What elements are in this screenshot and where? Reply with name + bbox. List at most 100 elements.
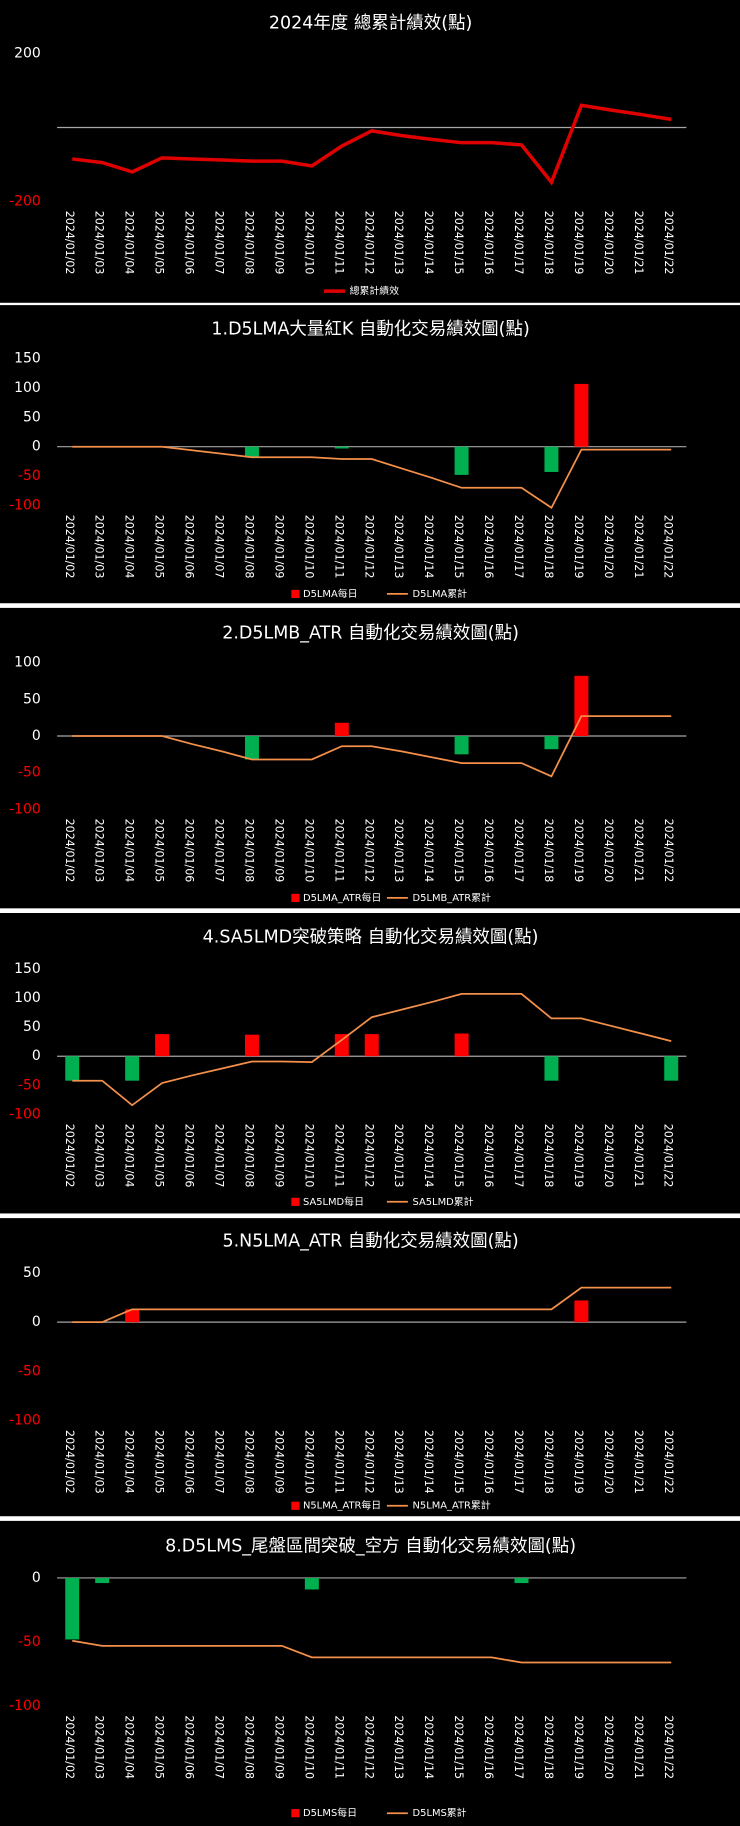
legend-label: D5LMA_ATR每日 [303, 891, 381, 904]
legend-label: D5LMS每日 [303, 1806, 357, 1819]
chart-panel: 5.N5LMA_ATR 自動化交易績效圖(點) -100 -50 0 50 2024/01… [0, 1218, 740, 1517]
panel-background [0, 305, 740, 604]
bar [155, 1034, 170, 1057]
x-tick-label: 2024/01/22 [662, 1715, 675, 1779]
x-tick-label: 2024/01/06 [183, 211, 196, 275]
x-tick-label: 2024/01/04 [123, 1430, 136, 1494]
x-tick-label: 2024/01/18 [542, 819, 555, 883]
x-tick-label: 2024/01/07 [213, 819, 226, 883]
bar [454, 446, 469, 475]
legend-label: N5LMA_ATR每日 [303, 1499, 381, 1512]
line-series [72, 993, 672, 1107]
y-tick-label: 150 [14, 961, 41, 977]
x-tick-label: 2024/01/05 [153, 819, 166, 883]
chart-title: 1.D5LMA大量紅K 自動化交易績效圖(點) [211, 320, 529, 340]
x-tick-label: 2024/01/02 [63, 1430, 76, 1494]
y-tick-label: 200 [14, 46, 41, 62]
bar [334, 722, 349, 736]
x-tick-label: 2024/01/19 [572, 1124, 585, 1188]
x-tick-label: 2024/01/14 [422, 1715, 435, 1779]
x-tick-label: 2024/01/22 [662, 819, 675, 883]
x-tick-label: 2024/01/12 [362, 211, 375, 275]
x-tick-label: 2024/01/06 [183, 515, 196, 579]
bar [125, 1309, 140, 1323]
x-tick-label: 2024/01/20 [602, 1430, 615, 1494]
x-tick-label: 2024/01/17 [512, 1715, 525, 1779]
x-tick-label: 2024/01/16 [482, 1124, 495, 1188]
chart-panel: 2024年度 總累計績效(點) -200 200 2024/01/02 2024/01/… [0, 0, 740, 303]
x-tick-label: 2024/01/03 [93, 819, 106, 883]
x-tick-label: 2024/01/19 [572, 1430, 585, 1494]
x-tick-label: 2024/01/13 [392, 1430, 405, 1494]
x-tick-label: 2024/01/11 [332, 1124, 345, 1188]
x-tick-label: 2024/01/02 [63, 211, 76, 275]
y-tick-label: 100 [14, 990, 41, 1006]
x-tick-label: 2024/01/04 [123, 515, 136, 579]
panel-background [0, 1218, 740, 1517]
x-tick-label: 2024/01/10 [302, 515, 315, 579]
bar [454, 735, 469, 755]
x-tick-label: 2024/01/05 [153, 211, 166, 275]
x-tick-label: 2024/01/17 [512, 1430, 525, 1494]
line-series [72, 103, 672, 186]
x-tick-label: 2024/01/19 [572, 819, 585, 883]
x-tick-label: 2024/01/17 [512, 1124, 525, 1188]
x-tick-label: 2024/01/04 [123, 819, 136, 883]
y-tick-label: 100 [14, 655, 41, 671]
legend-swatch [291, 1809, 300, 1818]
x-tick-label: 2024/01/14 [422, 515, 435, 579]
chart-title: 8.D5LMS_尾盤區間突破_空方 自動化交易績效圖(點) [165, 1537, 576, 1557]
panel-background [0, 0, 740, 303]
x-tick-label: 2024/01/11 [332, 1715, 345, 1779]
y-tick-label: 0 [32, 1048, 41, 1064]
x-tick-label: 2024/01/12 [362, 1430, 375, 1494]
bar [454, 1033, 469, 1057]
x-tick-label: 2024/01/13 [392, 515, 405, 579]
bar [514, 1577, 529, 1584]
bar [574, 383, 589, 447]
x-tick-label: 2024/01/21 [632, 1715, 645, 1779]
x-tick-label: 2024/01/18 [542, 515, 555, 579]
legend-swatch [291, 589, 300, 598]
bar [65, 1056, 80, 1081]
panel-background [0, 913, 740, 1214]
y-tick-label: -100 [9, 1698, 41, 1714]
y-tick-label: -100 [9, 1106, 41, 1122]
x-tick-label: 2024/01/13 [392, 819, 405, 883]
x-tick-label: 2024/01/22 [662, 211, 675, 275]
x-tick-label: 2024/01/10 [302, 1124, 315, 1188]
x-tick-label: 2024/01/11 [332, 1430, 345, 1494]
bar [574, 1300, 589, 1323]
x-tick-label: 2024/01/19 [572, 515, 585, 579]
x-tick-label: 2024/01/20 [602, 211, 615, 275]
x-tick-label: 2024/01/20 [602, 515, 615, 579]
line-series [72, 1286, 672, 1324]
x-tick-label: 2024/01/04 [123, 211, 136, 275]
x-tick-label: 2024/01/15 [452, 1715, 465, 1779]
y-tick-label: 0 [32, 1570, 41, 1586]
x-tick-label: 2024/01/03 [93, 1124, 106, 1188]
x-tick-label: 2024/01/06 [183, 1124, 196, 1188]
legend-label: D5LMS累計 [413, 1806, 467, 1819]
x-tick-label: 2024/01/06 [183, 819, 196, 883]
bar [304, 1577, 319, 1590]
x-tick-label: 2024/01/21 [632, 819, 645, 883]
x-tick-label: 2024/01/12 [362, 819, 375, 883]
x-tick-label: 2024/01/12 [362, 1715, 375, 1779]
x-tick-label: 2024/01/20 [602, 819, 615, 883]
x-tick-label: 2024/01/10 [302, 1430, 315, 1494]
chart-panel: 1.D5LMA大量紅K 自動化交易績效圖(點) -100 -50 0 50 100 150 2… [0, 305, 740, 604]
x-tick-label: 2024/01/02 [63, 1124, 76, 1188]
bar [244, 1034, 259, 1057]
x-tick-label: 2024/01/13 [392, 1124, 405, 1188]
chart-title: 4.SA5LMD突破策略 自動化交易績效圖(點) [203, 927, 539, 947]
x-tick-label: 2024/01/07 [213, 1430, 226, 1494]
x-tick-label: 2024/01/08 [242, 211, 255, 275]
x-tick-label: 2024/01/07 [213, 515, 226, 579]
panel-background [0, 607, 740, 909]
y-tick-label: -100 [9, 1413, 41, 1429]
legend-swatch [291, 893, 300, 902]
bar [95, 1577, 110, 1584]
bar [544, 735, 559, 750]
